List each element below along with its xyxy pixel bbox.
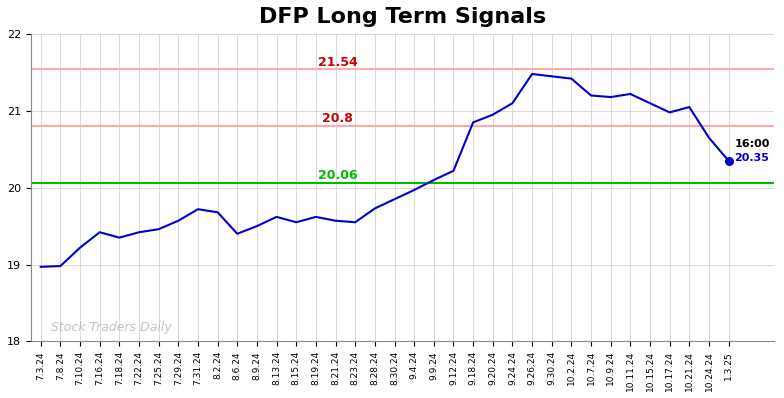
Title: DFP Long Term Signals: DFP Long Term Signals [259, 7, 546, 27]
Text: Stock Traders Daily: Stock Traders Daily [51, 321, 172, 334]
Point [722, 158, 735, 164]
Text: 20.8: 20.8 [322, 112, 354, 125]
Text: 21.54: 21.54 [318, 56, 358, 68]
Text: 20.06: 20.06 [318, 169, 358, 182]
Text: 16:00: 16:00 [735, 139, 770, 149]
Text: 20.35: 20.35 [735, 153, 769, 163]
